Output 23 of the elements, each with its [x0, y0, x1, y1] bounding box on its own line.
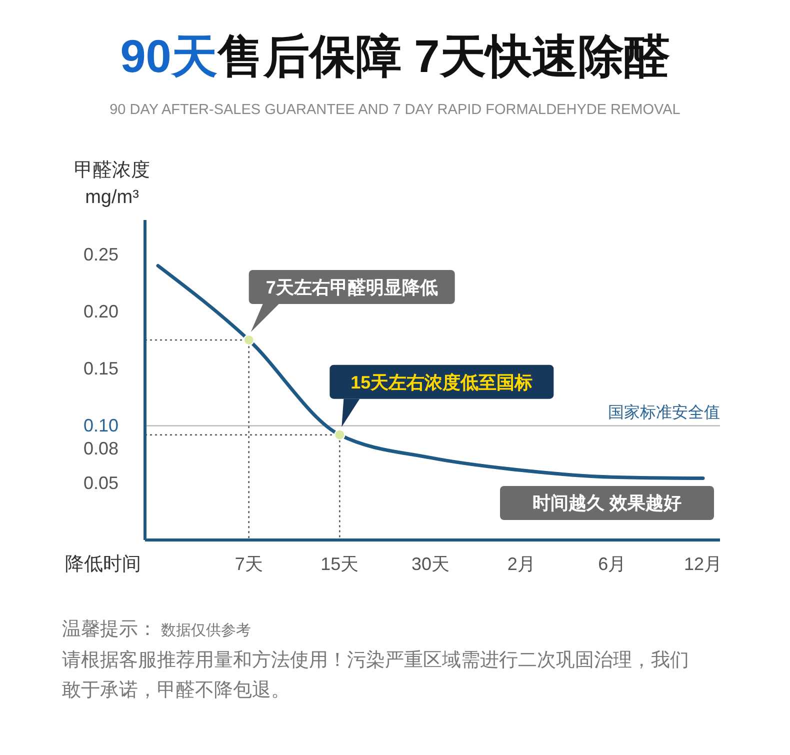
y-tick-label: 0.25: [83, 244, 119, 264]
x-tick-label: 6月: [598, 554, 626, 574]
x-tick-label: 12月: [684, 554, 722, 574]
ref-line-label: 国家标准安全值: [608, 404, 720, 422]
x-tick-label: 2月: [507, 554, 536, 574]
y-tick-label: 0.10: [83, 416, 119, 436]
x-tick-label: 7天: [234, 554, 263, 574]
annotation: 7天左右甲醛明显降低: [266, 278, 438, 298]
x-axis-title: 降低时间: [65, 554, 141, 575]
annotation: 时间越久 效果越好: [532, 493, 682, 513]
x-tick-label: 15天: [320, 554, 359, 574]
y-tick-label: 0.05: [83, 472, 119, 493]
line-series: [156, 264, 705, 480]
chart-subtitle: 90 DAY AFTER-SALES GUARANTEE AND 7 DAY RAPID FORMALDEHYDE REMOVAL: [110, 102, 680, 118]
y-tick-label: 0.15: [83, 358, 119, 379]
x-tick-label: 30天: [411, 554, 450, 574]
annotation: 15天左右浓度低至国标: [350, 372, 533, 392]
y-axis-title: 甲醛浓度 mg/m³: [74, 159, 150, 208]
y-tick-label: 0.20: [83, 301, 119, 322]
y-tick-label: 0.08: [83, 438, 119, 459]
chart-title: 90天售后保障 7天快速除醛: [120, 30, 670, 82]
text: 温馨提示： 数据仅供参考: [62, 619, 252, 640]
text: 请根据客服推荐用量和方法使用！污染严重区域需进行二次巩固治理，我们敢于承诺，甲醛不降包退。: [62, 649, 689, 701]
